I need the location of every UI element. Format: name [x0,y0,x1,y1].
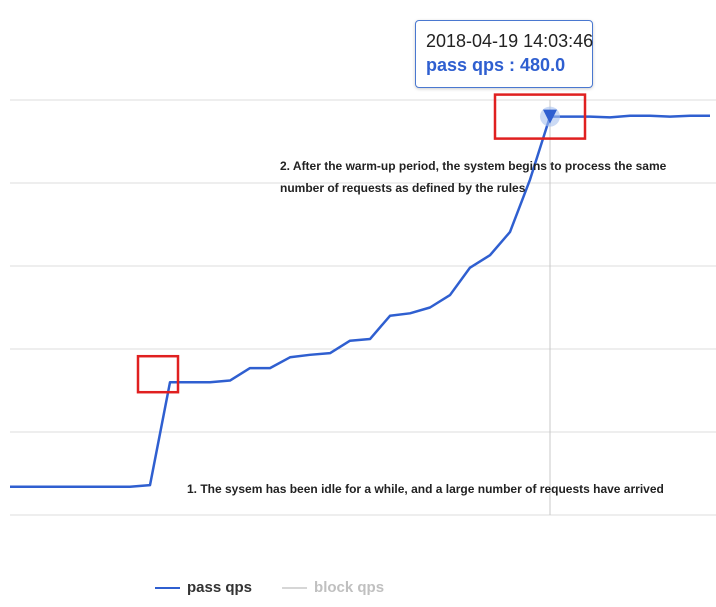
tooltip-series: pass qps [426,55,505,75]
highlight-box [136,354,180,394]
hover-marker [543,109,557,124]
legend-label: block qps [314,579,384,596]
tooltip-date: 2018-04-19 14:03:46 [426,31,594,51]
tooltip-number: 480.0 [520,55,566,75]
series-line [10,114,710,489]
tooltip: 2018-04-19 14:03:46 pass qps : 480.0 [415,20,593,88]
highlight-box [493,93,587,140]
tooltip-value: pass qps : 480.0 [426,55,566,75]
legend-label: pass qps [187,579,252,596]
annotation: 1. The sysem has been idle for a while, … [187,482,664,496]
annotation: 2. After the warm-up period, the system … [280,159,667,195]
